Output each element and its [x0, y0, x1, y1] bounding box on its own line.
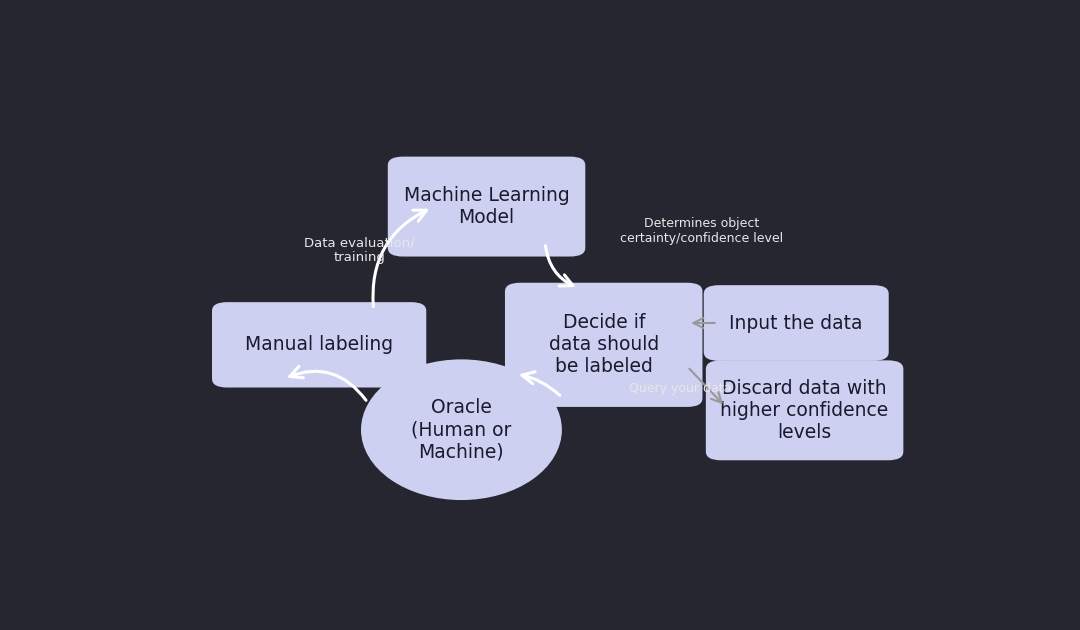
Text: Discard data with
higher confidence
levels: Discard data with higher confidence leve…: [720, 379, 889, 442]
Text: Determines object
certainty/confidence level: Determines object certainty/confidence l…: [620, 217, 784, 245]
Text: Query your data: Query your data: [629, 382, 731, 395]
FancyBboxPatch shape: [212, 302, 427, 387]
FancyBboxPatch shape: [388, 157, 585, 256]
FancyBboxPatch shape: [706, 360, 903, 461]
FancyBboxPatch shape: [505, 283, 702, 407]
FancyBboxPatch shape: [704, 285, 889, 361]
Text: Machine Learning
Model: Machine Learning Model: [404, 186, 569, 227]
Text: Data evaluation/
training: Data evaluation/ training: [303, 236, 415, 264]
Ellipse shape: [361, 359, 562, 500]
Text: Oracle
(Human or
Machine): Oracle (Human or Machine): [411, 398, 512, 461]
Text: Manual labeling: Manual labeling: [245, 335, 393, 354]
Text: Input the data: Input the data: [729, 314, 863, 333]
Text: Decide if
data should
be labeled: Decide if data should be labeled: [549, 313, 659, 376]
